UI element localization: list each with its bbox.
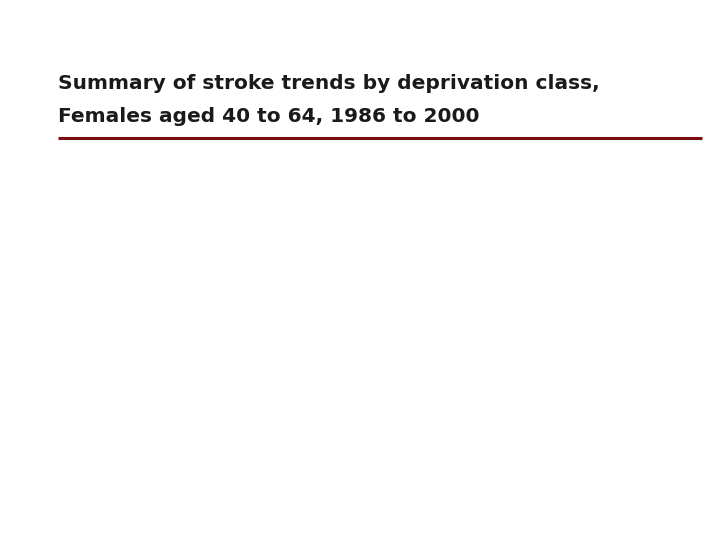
Text: Females aged 40 to 64, 1986 to 2000: Females aged 40 to 64, 1986 to 2000 [58,106,479,126]
Text: Summary of stroke trends by deprivation class,: Summary of stroke trends by deprivation … [58,74,599,93]
